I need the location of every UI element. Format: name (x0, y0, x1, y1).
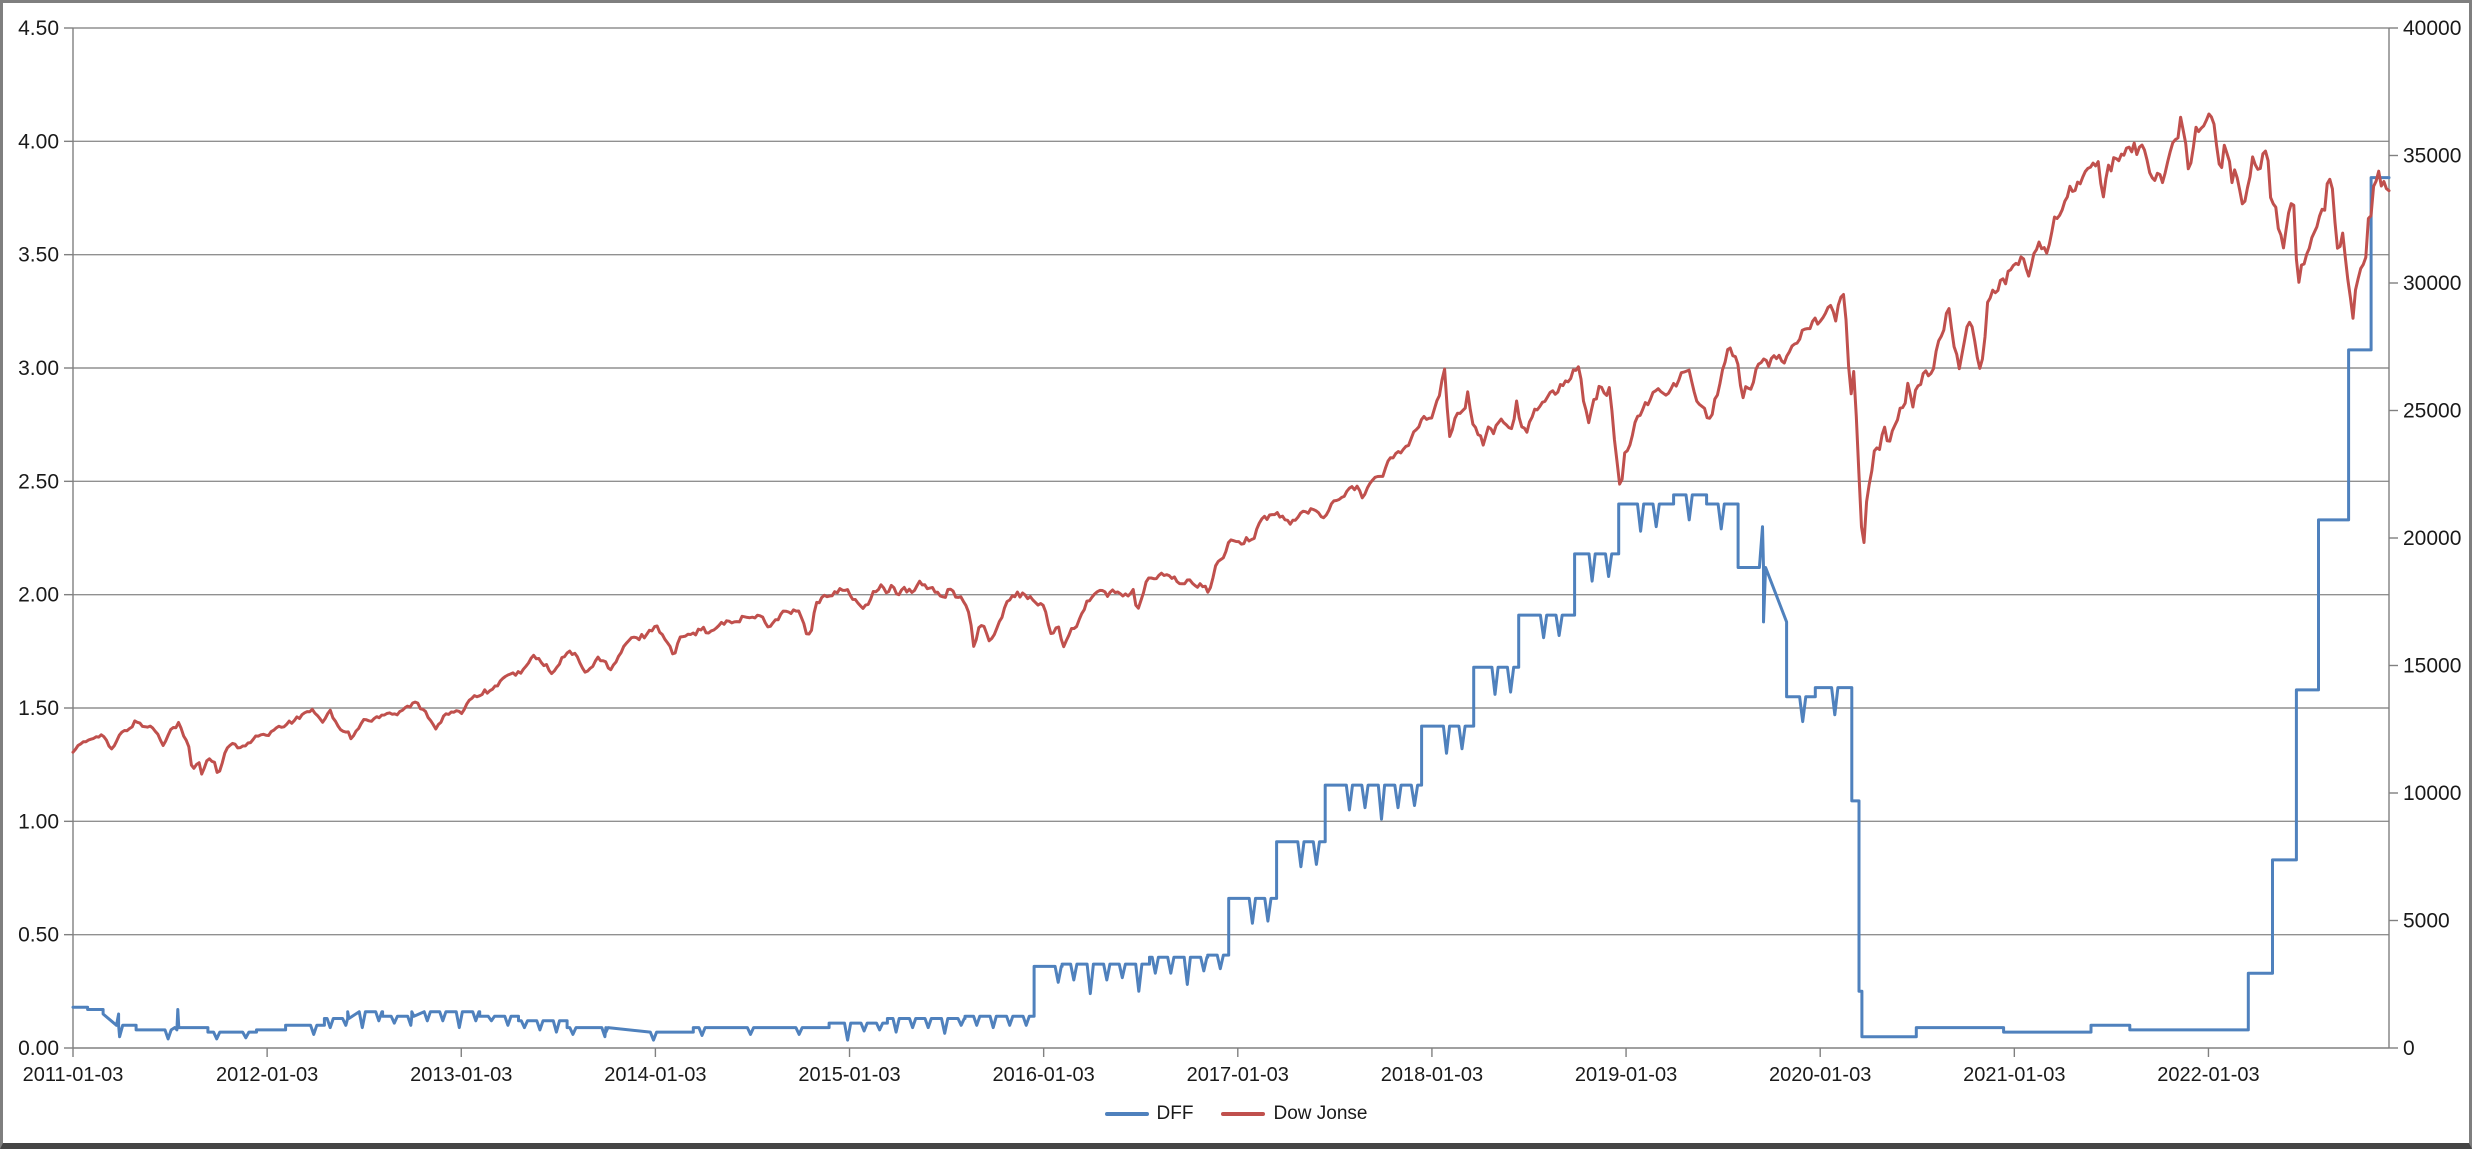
dff-line (71, 176, 2391, 1042)
x-axis-tick-label: 2018-01-03 (1381, 1064, 1483, 1086)
right-axis-tick-label: 5000 (2403, 910, 2450, 933)
dff-series-line (71, 176, 2391, 1042)
axis-tick-marks (64, 27, 2398, 1057)
right-axis-tick-label: 0 (2403, 1037, 2415, 1060)
gridlines (73, 27, 2389, 1049)
left-axis-tick-label: 1.50 (18, 697, 59, 720)
dow-series-line (71, 112, 2391, 776)
legend-item-dow-jonse: Dow Jonse (1221, 1103, 1367, 1125)
left-axis-tick-label: 1.00 (18, 810, 59, 833)
x-axis-tick-label: 2011-01-03 (23, 1064, 124, 1086)
x-axis-tick-label: 2015-01-03 (798, 1064, 900, 1086)
legend-label-dow-jonse: Dow Jonse (1273, 1103, 1368, 1124)
x-axis-labels: 2011-01-03 2012-01-03 2013-01-03 2014-01-03… (23, 1064, 2260, 1086)
right-axis-tick-label: 35000 (2403, 145, 2461, 168)
x-axis-tick-label: 2014-01-03 (604, 1064, 706, 1086)
right-axis-tick-label: 20000 (2403, 527, 2461, 550)
chart-canvas: 4.50 4.00 3.50 3.00 2.50 2.00 1.50 1.00 0.50 0.00… (18, 17, 2461, 1086)
x-axis-tick-label: 2013-01-03 (410, 1064, 512, 1086)
right-axis-tick-label: 40000 (2403, 17, 2461, 40)
right-axis-tick-label: 25000 (2403, 400, 2461, 423)
right-axis-tick-label: 30000 (2403, 272, 2461, 295)
x-axis-tick-label: 2017-01-03 (1187, 1064, 1289, 1086)
x-axis-tick-label: 2020-01-03 (1769, 1064, 1871, 1086)
left-axis-tick-label: 4.00 (18, 130, 59, 153)
left-axis-tick-label: 3.00 (18, 357, 59, 380)
x-axis-tick-label: 2022-01-03 (2157, 1064, 2259, 1086)
right-axis-tick-label: 10000 (2403, 782, 2461, 805)
axis-lines (72, 28, 2390, 1048)
legend-item-dff: DFF (1104, 1103, 1194, 1125)
dow-jonse-line (71, 112, 2391, 776)
left-axis-tick-label: 3.50 (18, 244, 59, 267)
legend-label-dff: DFF (1156, 1103, 1194, 1124)
legend: DFF Dow Jonse (3, 1103, 2469, 1125)
left-axis-tick-label: 0.50 (18, 924, 59, 947)
x-axis-tick-label: 2021-01-03 (1963, 1064, 2065, 1086)
left-axis-tick-label: 2.50 (18, 470, 59, 493)
dff-line-swatch (1104, 1112, 1149, 1116)
x-axis-tick-label: 2019-01-03 (1575, 1064, 1677, 1086)
left-axis-tick-label: 2.00 (18, 584, 59, 607)
x-axis-tick-label: 2016-01-03 (993, 1064, 1095, 1086)
dow-jonse-line-swatch (1221, 1112, 1266, 1116)
left-axis-tick-label: 4.50 (18, 17, 59, 40)
right-axis-tick-label: 15000 (2403, 655, 2461, 678)
left-axis-labels: 4.50 4.00 3.50 3.00 2.50 2.00 1.50 1.00 0.50 0.00 (18, 17, 59, 1060)
right-axis-labels: 40000 35000 30000 25000 20000 15000 10000 5000 0 (2403, 17, 2461, 1060)
left-axis-tick-label: 0.00 (18, 1037, 59, 1060)
x-axis-tick-label: 2012-01-03 (216, 1064, 318, 1086)
